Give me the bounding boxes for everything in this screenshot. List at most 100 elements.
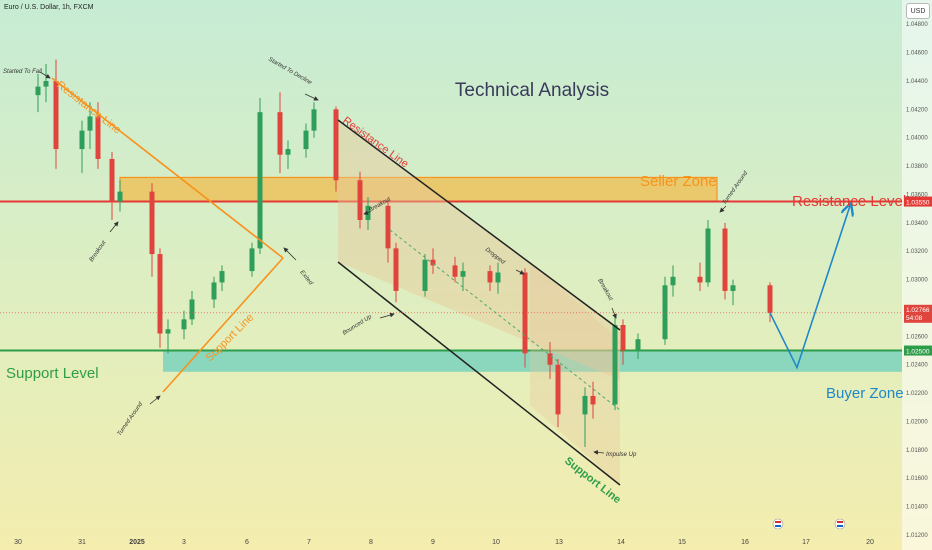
candle-body bbox=[452, 265, 458, 277]
y-tick-label: 1.04400 bbox=[906, 79, 928, 85]
countdown-label: 54:08 bbox=[906, 315, 923, 322]
current-price-tag bbox=[904, 304, 932, 323]
candle-body bbox=[79, 130, 85, 150]
support-level-label: Support Level bbox=[6, 365, 99, 382]
candle-body bbox=[211, 282, 217, 300]
annotation-arrow bbox=[39, 71, 51, 79]
candle-body bbox=[219, 271, 225, 283]
candle-body bbox=[590, 395, 596, 405]
x-tick-label: 16 bbox=[741, 539, 749, 546]
x-tick-label: 2025 bbox=[129, 539, 145, 546]
buyer-zone-label: Buyer Zone bbox=[826, 385, 904, 402]
candle-body bbox=[117, 191, 123, 202]
projection-path bbox=[769, 206, 850, 370]
annotation-arrow bbox=[515, 269, 525, 275]
candle-body bbox=[165, 329, 171, 334]
annotation-arrow bbox=[304, 93, 319, 101]
y-tick-label: 1.01600 bbox=[906, 476, 928, 482]
candle-body bbox=[43, 80, 49, 87]
candle-body bbox=[393, 248, 399, 291]
y-tick-label: 1.02000 bbox=[906, 419, 928, 425]
x-tick-label: 31 bbox=[78, 539, 86, 546]
y-tick-label: 1.01200 bbox=[906, 533, 928, 539]
candle-body bbox=[53, 80, 59, 150]
candle-body bbox=[705, 228, 711, 283]
x-tick-label: 14 bbox=[617, 539, 625, 546]
candle-body bbox=[555, 364, 561, 415]
channel-mid-line bbox=[389, 229, 621, 411]
candle-body bbox=[547, 353, 553, 365]
event-flag-icon bbox=[834, 518, 846, 530]
resistance-price-tag bbox=[904, 196, 932, 207]
currency-button[interactable]: USD bbox=[906, 3, 930, 19]
candle-body bbox=[285, 149, 291, 155]
candle-body bbox=[487, 271, 493, 283]
annotation-arrow bbox=[593, 450, 605, 455]
annotation-arrow bbox=[379, 312, 395, 319]
y-tick-label: 1.03600 bbox=[906, 192, 928, 198]
annotation-arrow bbox=[283, 247, 297, 261]
y-tick-label: 1.01800 bbox=[906, 448, 928, 454]
support-trendline-left bbox=[162, 257, 284, 393]
x-tick-label: 3 bbox=[182, 539, 186, 546]
x-tick-label: 20 bbox=[866, 539, 874, 546]
resistance-trendline-left bbox=[51, 77, 284, 259]
candle-body bbox=[620, 325, 626, 351]
y-tick-label: 1.01400 bbox=[906, 505, 928, 511]
x-tick-label: 15 bbox=[678, 539, 686, 546]
x-tick-label: 7 bbox=[307, 539, 311, 546]
candle-body bbox=[303, 130, 309, 150]
event-flag-icon bbox=[772, 518, 784, 530]
candle-body bbox=[95, 116, 101, 159]
candle-body bbox=[189, 299, 195, 320]
symbol-title: Euro / U.S. Dollar, 1h, FXCM bbox=[4, 4, 94, 11]
x-tick-label: 9 bbox=[431, 539, 435, 546]
event-flag-icon-stripe bbox=[837, 521, 843, 523]
channel-upper-line bbox=[337, 119, 621, 331]
candle-body bbox=[422, 259, 428, 291]
resistance-price-label: 1.03550 bbox=[906, 200, 930, 207]
x-tick-label: 13 bbox=[555, 539, 563, 546]
x-tick-label: 6 bbox=[245, 539, 249, 546]
y-tick-label: 1.02400 bbox=[906, 363, 928, 369]
y-tick-label: 1.03200 bbox=[906, 249, 928, 255]
candle-body bbox=[357, 180, 363, 220]
event-flag-icon-stripe bbox=[775, 521, 781, 523]
candle-body bbox=[612, 325, 618, 405]
event-flag-icon-stripe bbox=[775, 525, 781, 527]
candle-body bbox=[730, 285, 736, 291]
candle-body bbox=[181, 319, 187, 330]
y-tick-label: 1.02600 bbox=[906, 334, 928, 340]
candle-body bbox=[87, 116, 93, 131]
impulse-up-label: Impulse Up bbox=[606, 452, 637, 458]
buyer-zone-box bbox=[163, 350, 902, 372]
candle-body bbox=[249, 248, 255, 272]
candle-body bbox=[277, 112, 283, 155]
candle-body bbox=[495, 272, 501, 283]
support-price-label: 1.02500 bbox=[906, 349, 930, 356]
y-tick-label: 1.03000 bbox=[906, 278, 928, 284]
annotation-arrow bbox=[611, 307, 617, 319]
candle-body bbox=[635, 339, 641, 351]
resistance-level-label: Resistance Level bbox=[792, 193, 906, 210]
y-tick-label: 1.02200 bbox=[906, 391, 928, 397]
y-tick-label: 1.04600 bbox=[906, 51, 928, 57]
channel-lower-line bbox=[337, 261, 621, 486]
annotation-arrow bbox=[149, 395, 161, 405]
candle-body bbox=[670, 276, 676, 286]
y-tick-label: 1.04200 bbox=[906, 107, 928, 113]
candle-body bbox=[149, 191, 155, 255]
y-tick-label: 1.03800 bbox=[906, 164, 928, 170]
x-tick-label: 8 bbox=[369, 539, 373, 546]
x-tick-label: 10 bbox=[492, 539, 500, 546]
candle-body bbox=[333, 109, 339, 181]
y-tick-label: 1.04800 bbox=[906, 22, 928, 28]
candle-body bbox=[697, 276, 703, 283]
candle-body bbox=[430, 259, 436, 266]
current-price-label: 1.02766 bbox=[906, 307, 930, 314]
price-axis-background bbox=[902, 0, 932, 550]
annotation-arrow bbox=[363, 210, 371, 216]
